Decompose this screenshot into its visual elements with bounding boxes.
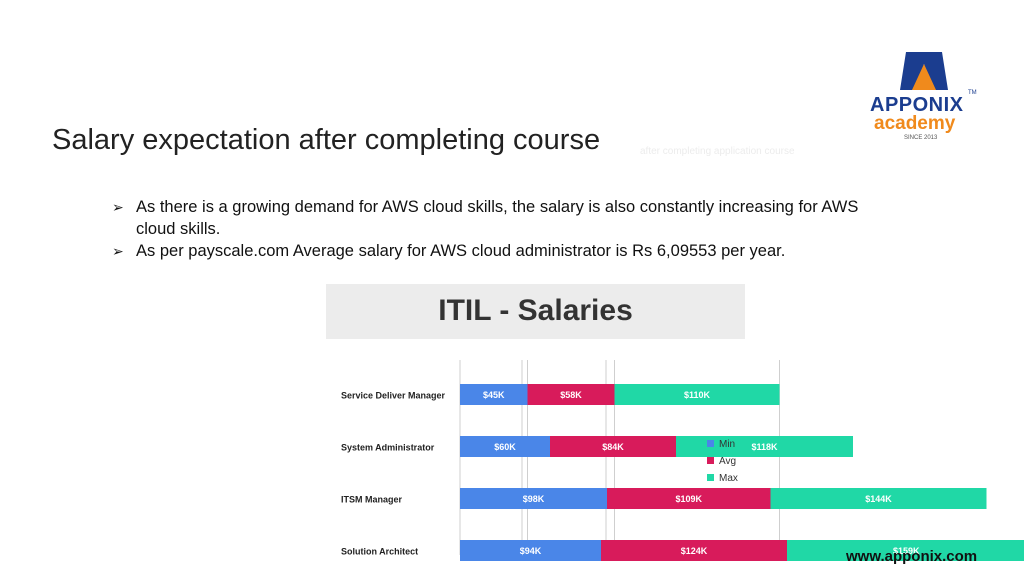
legend-label: Min [719,439,735,450]
data-label: $45K [483,390,505,400]
category-label: Solution Architect [341,547,418,557]
bar-segment [460,488,607,509]
logo-since: SINCE 2013 [904,135,938,141]
footer-url: www.apponix.com [846,548,978,565]
data-label: $58K [560,390,582,400]
data-label: $109K [675,494,702,504]
category-label: Service Deliver Manager [341,391,446,401]
bar-segment [460,540,601,561]
data-label: $84K [602,442,624,452]
data-label: $60K [494,442,516,452]
bullet-text: As per payscale.com Average salary for A… [136,242,786,260]
data-label: $94K [520,546,542,556]
chart-title: ITIL - Salaries [438,294,633,327]
chart-header: ITIL - Salaries [326,284,745,339]
bullet-text: As there is a growing demand for AWS clo… [136,198,859,238]
bar-segment [614,384,780,405]
bar-segment [550,436,676,457]
legend-label: Max [719,473,738,484]
ghost-text: after completing application course [640,146,795,157]
data-label: $118K [751,442,778,452]
salary-bar-chart: Service Deliver Manager $45K $58K $110K Syst… [341,360,1024,561]
bar-segment [770,488,987,509]
legend-swatch [707,474,714,481]
data-label: $144K [865,494,892,504]
apponix-logo: APPONIX TM academy SINCE 2013 [866,50,982,146]
legend-swatch [707,457,714,464]
data-label: $124K [681,546,708,556]
bullet-item: ➢ As there is a growing demand for AWS c… [112,196,872,240]
bar-segment [460,436,550,457]
legend-swatch [707,440,714,447]
arrow-bullet-icon: ➢ [112,243,124,259]
arrow-bullet-icon: ➢ [112,199,124,215]
data-label: $159K [893,546,920,556]
category-label: System Administrator [341,443,435,453]
logo-subtitle: academy [874,113,956,134]
legend-label: Avg [719,456,736,467]
slide-title: Salary expectation after completing cour… [52,124,601,156]
bar-segment [527,384,615,405]
logo-mark-icon [900,52,948,90]
data-label: $98K [523,494,545,504]
data-label: $110K [684,390,711,400]
bar-segment [787,540,1024,561]
bullet-item: ➢ As per payscale.com Average salary for… [112,240,872,262]
logo-brand: APPONIX [870,94,964,116]
bar-segment [460,384,528,405]
logo-tm: TM [968,90,977,96]
bar-segment [607,488,771,509]
category-label: ITSM Manager [341,495,403,505]
bar-segment [676,436,853,457]
bullet-list: ➢ As there is a growing demand for AWS c… [112,196,872,262]
bar-segment [601,540,787,561]
